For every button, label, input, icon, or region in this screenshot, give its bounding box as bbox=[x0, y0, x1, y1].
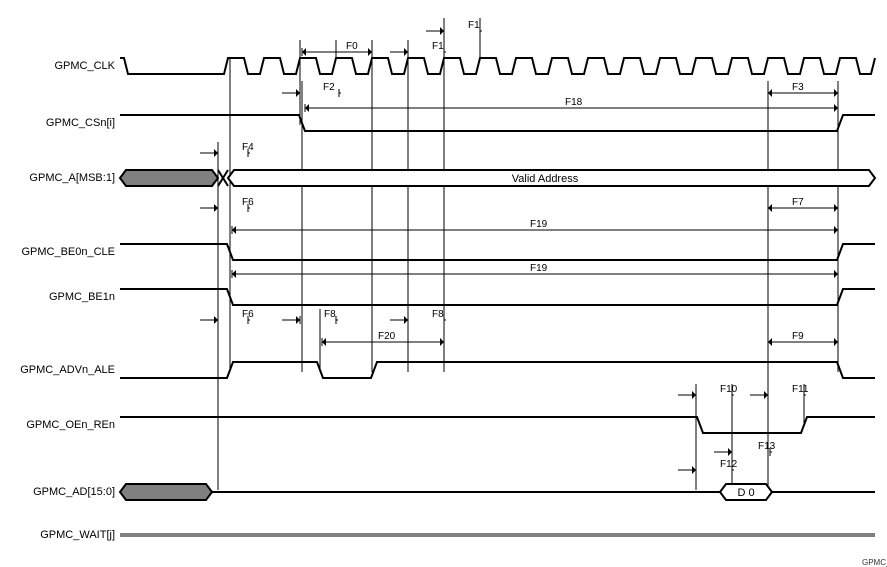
annotation-F2: F2 bbox=[323, 82, 335, 93]
annotation-F11: F11 bbox=[792, 384, 809, 395]
annotation-F12: F12 bbox=[720, 459, 737, 470]
signal-label-GPMC_CSn: GPMC_CSn[i] bbox=[0, 117, 115, 129]
annotation-F0: F0 bbox=[346, 41, 358, 52]
annotation-F8_b: F8 bbox=[432, 309, 444, 320]
annotation-F3: F3 bbox=[792, 82, 804, 93]
annotation-F6_a: F6 bbox=[242, 197, 254, 208]
footer-label: GPMC_0 bbox=[862, 558, 887, 567]
annotation-F1_b: F1 bbox=[432, 41, 444, 52]
annotation-F1_a: F1 bbox=[468, 20, 480, 31]
signal-label-GPMC_ADVn_ALE: GPMC_ADVn_ALE bbox=[0, 364, 115, 376]
signal-label-GPMC_CLK: GPMC_CLK bbox=[0, 60, 115, 72]
signal-label-GPMC_WAIT: GPMC_WAIT[j] bbox=[0, 529, 115, 541]
annotation-F9: F9 bbox=[792, 331, 804, 342]
signal-label-GPMC_BE1n: GPMC_BE1n bbox=[0, 291, 115, 303]
signal-label-GPMC_OEn_REn: GPMC_OEn_REn bbox=[0, 419, 115, 431]
svg-text:D 0: D 0 bbox=[737, 487, 754, 499]
annotation-F7: F7 bbox=[792, 197, 804, 208]
annotation-F10: F10 bbox=[720, 384, 737, 395]
signal-label-GPMC_BE0n_CLE: GPMC_BE0n_CLE bbox=[0, 246, 115, 258]
annotation-F8_a: F8 bbox=[324, 309, 336, 320]
annotation-F19_a: F19 bbox=[530, 219, 547, 230]
signal-label-GPMC_AD: GPMC_AD[15:0] bbox=[0, 486, 115, 498]
annotation-F20: F20 bbox=[378, 331, 395, 342]
annotation-F18: F18 bbox=[565, 97, 582, 108]
annotation-F6_b: F6 bbox=[242, 309, 254, 320]
svg-text:Valid Address: Valid Address bbox=[512, 173, 579, 185]
annotation-F4: F4 bbox=[242, 142, 254, 153]
signal-label-GPMC_A: GPMC_A[MSB:1] bbox=[0, 172, 115, 184]
annotation-F13: F13 bbox=[758, 441, 775, 452]
annotation-F19_b: F19 bbox=[530, 263, 547, 274]
